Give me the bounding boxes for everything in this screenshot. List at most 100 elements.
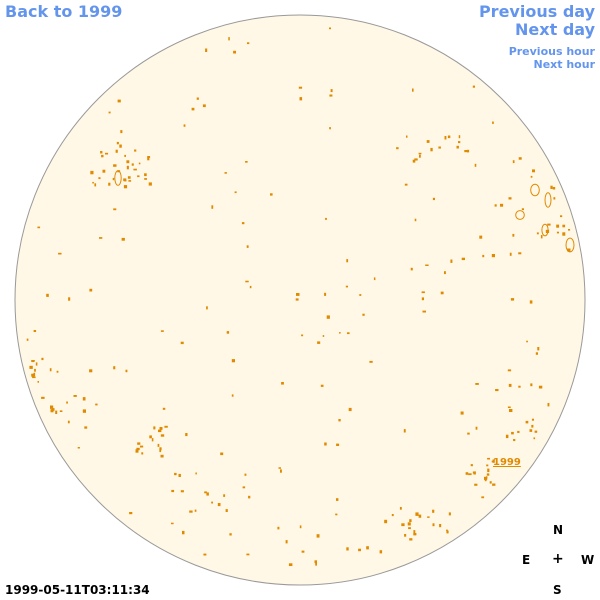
magnetic-feature [518,385,521,388]
magnetic-feature [231,394,234,397]
back-to-year-link[interactable]: Back to 1999 [5,2,123,21]
magnetic-region [541,223,549,237]
magnetic-feature [456,145,459,149]
magnetic-feature [505,434,509,439]
magnetic-feature [408,527,411,530]
magnetic-feature [531,418,534,421]
magnetic-feature [133,168,137,171]
magnetic-region [565,237,575,253]
magnetic-feature [121,237,125,241]
previous-day-link[interactable]: Previous day [478,2,595,21]
magnetic-feature [444,271,446,275]
magnetic-region [530,183,540,197]
magnetic-feature [329,94,333,97]
magnetic-feature [475,383,479,385]
previous-hour-link[interactable]: Previous hour [508,45,595,58]
magnetic-feature [123,185,128,189]
magnetic-feature [379,550,383,554]
magnetic-feature [479,235,483,239]
magnetic-feature [500,203,504,207]
magnetic-feature [418,514,422,518]
magnetic-feature [140,445,144,448]
magnetic-feature [123,178,127,182]
magnetic-feature [228,37,230,41]
magnetic-feature [552,187,556,190]
magnetic-feature [50,409,54,413]
magnetic-feature [159,427,163,430]
magnetic-feature [533,437,536,440]
compass-west-label: W [581,553,595,567]
magnetic-feature [474,483,478,486]
year-marker-link[interactable]: 1999 [493,457,521,468]
magnetic-feature [147,157,150,161]
magnetic-feature [29,365,33,369]
magnetic-feature [512,233,515,237]
magnetic-feature [530,175,533,178]
magnetic-feature [231,359,235,363]
magnetic-feature [270,193,273,196]
magnetic-feature [248,495,251,499]
magnetic-feature [113,366,116,370]
magnetic-feature [135,449,139,453]
magnetic-feature [147,156,151,158]
magnetic-feature [180,490,184,493]
magnetic-feature [338,419,341,422]
magnetic-feature [37,226,41,229]
magnetic-feature [536,232,539,235]
magnetic-feature [438,146,441,149]
magnetic-feature [346,259,349,263]
magnetic-feature [427,516,430,518]
magnetic-feature [73,395,77,397]
magnetic-feature [568,229,571,231]
magnetic-feature [458,135,461,139]
magnetic-feature [295,298,299,301]
magnetic-feature [94,183,97,187]
magnetic-feature [446,530,449,534]
magnetic-feature [225,509,228,512]
next-day-link[interactable]: Next day [515,20,595,39]
magnetic-feature [410,267,413,271]
magnetic-feature [113,164,117,167]
magnetic-feature [324,442,327,446]
magnetic-feature [508,383,512,387]
magnetic-feature [160,454,164,458]
magnetic-feature [108,111,111,114]
magnetic-feature [474,163,477,167]
magnetic-feature [509,252,512,256]
magnetic-feature [326,315,330,319]
magnetic-feature [517,430,520,433]
magnetic-feature [532,169,535,173]
magnetic-feature [229,533,232,536]
magnetic-feature [285,540,288,544]
magnetic-feature [205,48,208,52]
magnetic-feature [288,563,293,566]
magnetic-feature [450,259,453,263]
magnetic-feature [560,215,563,218]
magnetic-feature [195,472,197,475]
magnetic-feature [180,341,184,345]
magnetic-feature [127,176,131,179]
magnetic-feature [562,224,566,228]
magnetic-feature [347,332,350,335]
magnetic-feature [159,449,162,453]
next-hour-link[interactable]: Next hour [533,58,596,71]
magnetic-feature [34,368,36,372]
magnetic-feature [196,97,199,100]
magnetic-feature [174,472,177,476]
magnetic-feature [472,471,476,474]
magnetic-feature [482,254,485,258]
magnetic-feature [164,425,168,428]
magnetic-feature [119,144,122,148]
magnetic-feature [444,136,447,140]
magnetic-feature [246,553,250,556]
magnetic-feature [414,218,417,222]
magnetic-feature [491,254,495,258]
magnetic-feature [399,507,402,510]
solar-disk [14,14,586,586]
magnetic-feature [90,170,94,175]
magnetic-feature [412,88,414,92]
magnetic-feature [234,191,237,194]
magnetic-feature [325,217,327,220]
magnetic-feature [194,509,197,512]
